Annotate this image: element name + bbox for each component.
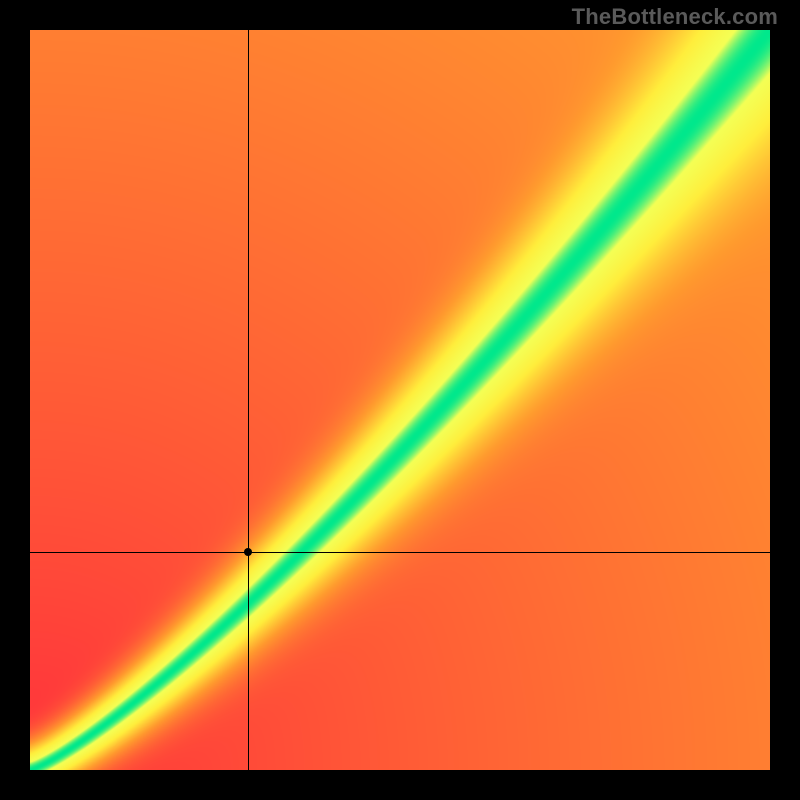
watermark-text: TheBottleneck.com: [572, 4, 778, 30]
bottleneck-heatmap: [30, 30, 770, 770]
chart-container: TheBottleneck.com: [0, 0, 800, 800]
